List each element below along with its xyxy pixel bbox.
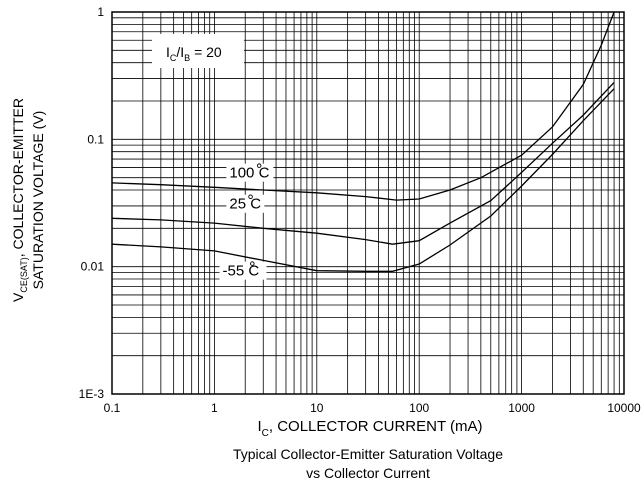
y-axis-label-line2: SATURATION VOLTAGE (V) [30, 111, 46, 290]
degree-mark-icon [248, 194, 253, 199]
x-tick-label: 1000 [508, 401, 535, 415]
x-tick-label: 10000 [607, 401, 641, 415]
annotation-i: I [166, 44, 170, 60]
x-tick-label: 1 [211, 401, 218, 415]
x-tick-label: 0.1 [104, 401, 121, 415]
series-line-2 [111, 88, 615, 272]
x-axis-label: IC, COLLECTOR CURRENT (mA) [257, 418, 482, 439]
degree-mark-icon [250, 261, 255, 266]
annotation-sub-b: B [184, 53, 190, 63]
series-label-1: 25 C [226, 194, 265, 213]
degree-mark-icon [256, 163, 262, 168]
grid [112, 12, 624, 394]
y-axis-label-line1: VCE(SAT), COLLECTOR-EMITTER [10, 98, 29, 302]
chart-title: Typical Collector-Emitter Saturation Vol… [233, 446, 503, 462]
annotation-rest: = 20 [190, 44, 222, 60]
x-tick-label: 100 [409, 401, 429, 415]
y-tick-label: 1 [97, 5, 104, 19]
series-label-0: 100 C [226, 163, 274, 182]
y-tick-label: 0.01 [81, 260, 105, 274]
annotation-box: IC/IB = 20 [152, 34, 244, 68]
chart-subtitle: vs Collector Current [306, 465, 430, 481]
series-label-text: 25 C [229, 196, 261, 213]
y-tick-label: 1E-3 [79, 387, 105, 401]
annotation-sub-c: C [170, 53, 177, 63]
x-tick-label: 10 [310, 401, 324, 415]
series-label-text: -55 C [223, 263, 260, 280]
series-line-1 [111, 81, 615, 245]
curve-labels: 100 C 25 C -55 C [219, 163, 274, 280]
series-label-text: 100 C [229, 165, 269, 182]
svg-text:IC/IB = 20: IC/IB = 20 [166, 44, 222, 63]
series-label-2: -55 C [219, 261, 267, 280]
series-line-0 [111, 11, 615, 201]
y-tick-label: 0.1 [87, 132, 104, 146]
annotation-slash: /I [176, 44, 184, 60]
tick-labels: 0.1 1 10 100 1000 10000 1E-3 0.01 0.1 1 [79, 5, 641, 415]
curves [111, 11, 615, 272]
plot-frame [111, 11, 625, 395]
